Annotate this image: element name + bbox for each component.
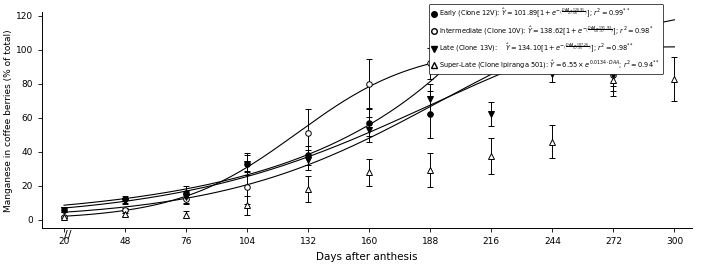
Text: //: // — [64, 230, 72, 240]
X-axis label: Days after anthesis: Days after anthesis — [316, 252, 418, 262]
Y-axis label: Manganese in coffee berries (% of total): Manganese in coffee berries (% of total) — [4, 29, 13, 212]
Legend: Early (Clone 12V): $\hat{Y}=101.89\left[1+e^{-\left(\frac{DAA-126.91}{27.56}\rig: Early (Clone 12V): $\hat{Y}=101.89\left[… — [429, 4, 663, 74]
